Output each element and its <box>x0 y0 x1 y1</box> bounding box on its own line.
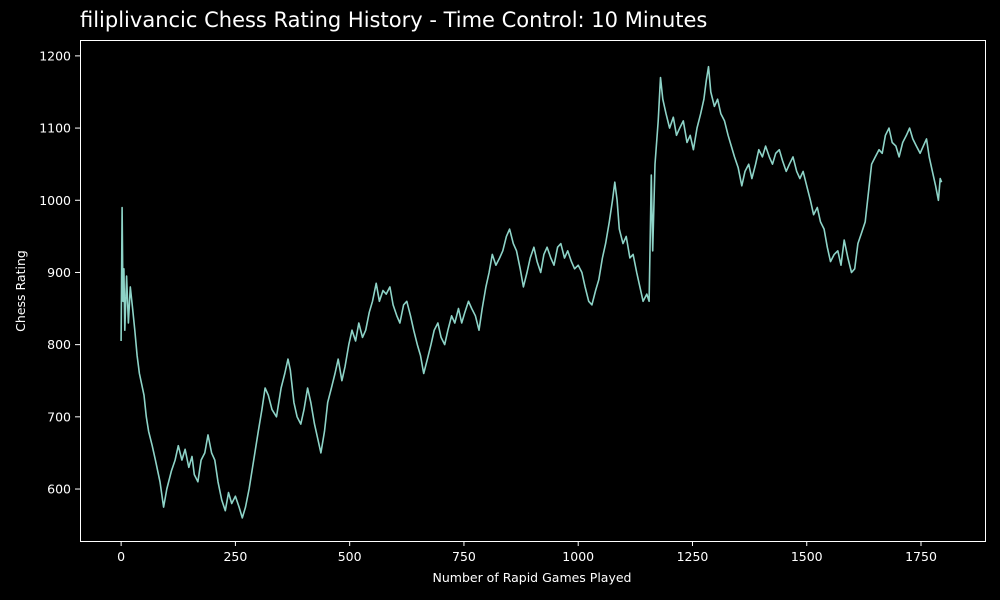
chart-title: filiplivancic Chess Rating History - Tim… <box>80 8 708 32</box>
x-tick-label: 1750 <box>905 549 937 564</box>
x-tick-label: 250 <box>223 549 247 564</box>
x-axis-label: Number of Rapid Games Played <box>433 570 632 585</box>
y-tick-label: 900 <box>47 265 71 280</box>
y-tick-label: 800 <box>47 337 71 352</box>
y-tick-label: 600 <box>47 482 71 497</box>
x-tick-label: 750 <box>452 549 476 564</box>
x-tick-label: 0 <box>117 549 125 564</box>
x-axis-ticks: 0 250 500 750 1000 1250 1500 1750 <box>117 541 937 564</box>
y-tick-label: 1200 <box>39 48 71 63</box>
x-tick-label: 1500 <box>791 549 823 564</box>
x-tick-label: 1250 <box>677 549 709 564</box>
y-tick-label: 1000 <box>39 193 71 208</box>
plot-area-frame <box>80 40 986 542</box>
y-axis-ticks: 600 700 800 900 1000 1100 1200 <box>39 48 80 497</box>
rating-line <box>120 65 943 519</box>
y-axis-label: Chess Rating <box>13 250 28 332</box>
x-tick-label: 500 <box>338 549 362 564</box>
y-tick-label: 1100 <box>39 121 71 136</box>
y-tick-label: 700 <box>47 409 71 424</box>
x-tick-label: 1000 <box>562 549 594 564</box>
